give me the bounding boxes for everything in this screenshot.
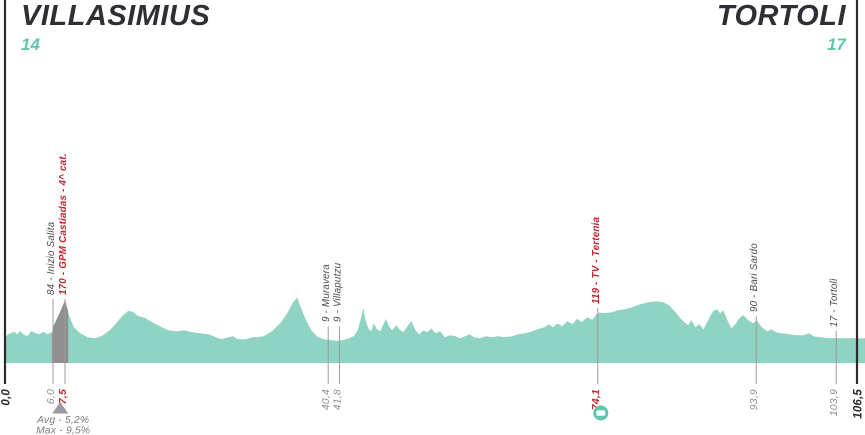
start-city-altitude: 14 xyxy=(21,35,40,54)
marker-label: 17 - Tortolì xyxy=(829,278,840,327)
climb-max-label: Max - 9,5% xyxy=(36,426,90,435)
tick-label: 74,1 xyxy=(590,389,602,410)
marker-label: 9 - Villaputzu xyxy=(332,262,343,322)
start-city-name: VILLASIMIUS xyxy=(21,0,211,32)
profile-area xyxy=(5,297,865,363)
tick-label: 93,9 xyxy=(748,389,760,410)
finish-city-altitude: 17 xyxy=(827,35,846,54)
marker-label: 90 - Bari Sardo xyxy=(749,243,760,312)
climb-avg-label: Avg - 5,2% xyxy=(36,415,89,426)
marker-label: 9 - Muravera xyxy=(321,264,332,322)
tick-label: 7,5 xyxy=(57,389,69,404)
tick-label: 6,0 xyxy=(45,389,57,404)
axis-end-label: 0,0 xyxy=(1,389,13,406)
axis-end-label: 106,5 xyxy=(853,389,865,419)
tick-label: 41,8 xyxy=(331,389,343,410)
tick-label: 103,9 xyxy=(828,389,840,416)
tick-label: 40,4 xyxy=(320,389,332,410)
finish-city-name: TORTOLI xyxy=(716,0,846,32)
start-city: VILLASIMIUS 14 xyxy=(21,2,210,55)
finish-city: TORTOLI 17 xyxy=(717,2,846,55)
sprint-flag-icon xyxy=(593,405,609,421)
marker-label: 170 - GPM Castiadas - 4^ cat. xyxy=(58,153,69,295)
marker-label: 119 - TV - Tertenia xyxy=(591,217,602,304)
climb-gradient-triangle xyxy=(52,402,69,414)
marker-label: 84 - Inizio Salita xyxy=(46,221,57,295)
